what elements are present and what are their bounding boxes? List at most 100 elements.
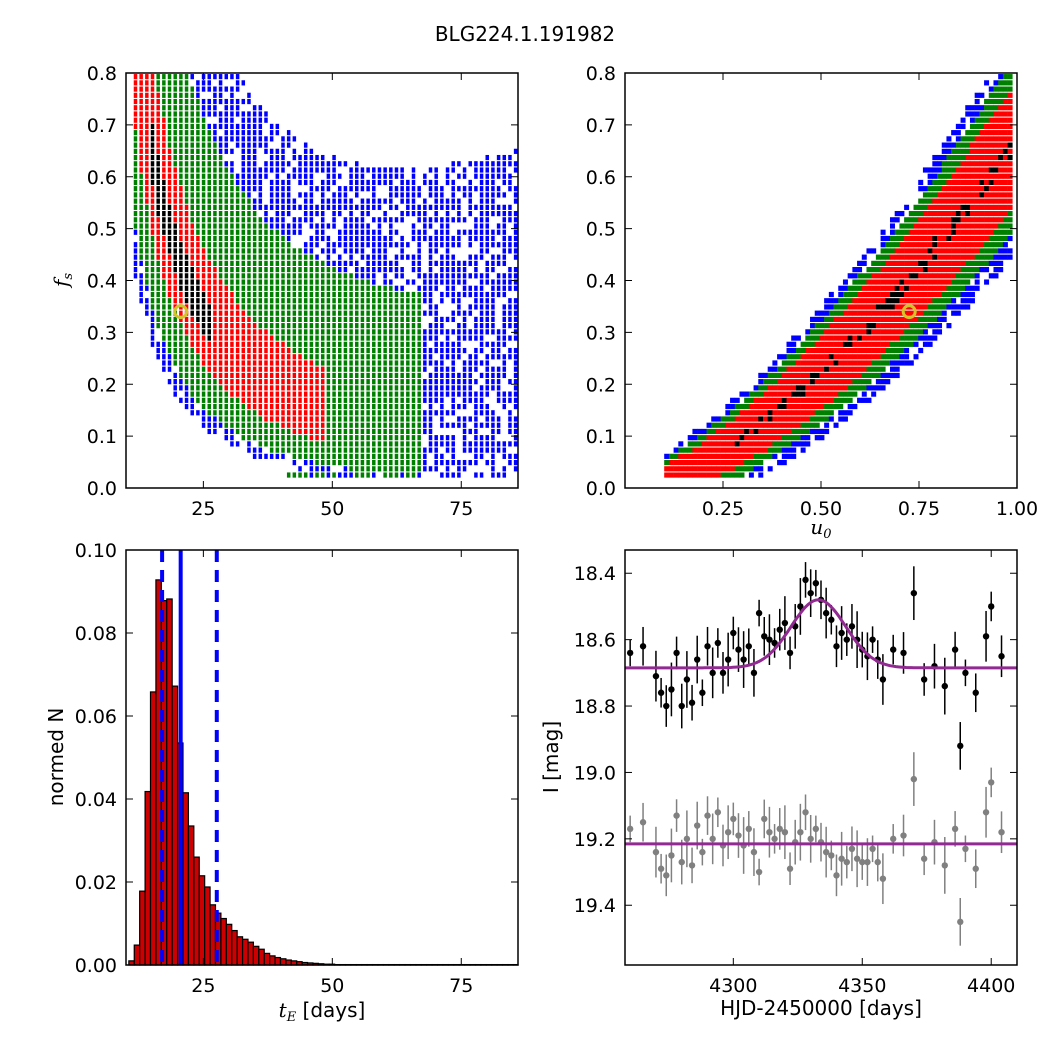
heatmap-cell [275,186,280,192]
heatmap-cell [309,186,314,192]
heatmap-cell [315,242,319,248]
heatmap-cell [190,285,194,291]
best-fit-marker [173,304,189,320]
heatmap-cell [275,428,280,435]
heatmap-cell [960,279,966,285]
heatmap-cell [224,416,229,422]
heatmap-cell [173,86,177,92]
heatmap-cell [349,323,353,329]
heatmap-cell [366,397,370,403]
heatmap-cell [428,273,433,279]
heatmap-cell [828,335,834,341]
heatmap-cell [758,410,764,416]
heatmap-cell [252,403,257,410]
heatmap-cell [479,472,484,478]
heatmap-cell [156,279,160,285]
heatmap-cell [184,329,189,335]
heatmap-cell [753,428,759,435]
heatmap-cell [485,435,490,441]
heatmap-cell [1002,161,1008,167]
heatmap-cell [678,466,684,472]
heatmap-cell [179,354,183,360]
heatmap-cell [201,192,206,198]
heatmap-cell [800,416,806,422]
heatmap-cell [235,335,240,341]
heatmap-cell [400,453,404,459]
heatmap-cell [734,403,740,410]
heatmap-cell [932,254,938,260]
heatmap-cell [842,360,848,366]
heatmap-cell [451,422,455,428]
heatmap-cell [795,410,801,416]
heatmap-cell [213,179,217,186]
heatmap-cell [258,267,263,273]
heatmap-cell [434,316,438,323]
heatmap-cell [781,441,787,447]
heatmap-cell [457,323,461,329]
heatmap-cell [150,92,155,98]
heatmap-cell [998,92,1004,98]
heatmap-cell [847,347,853,354]
heatmap-cell [201,341,206,347]
heatmap-cell [800,428,806,435]
heatmap-cell [451,285,455,291]
heatmap-cell [281,310,285,316]
heatmap-cell [875,341,881,347]
heatmap-cell [502,192,507,198]
heatmap-cell [275,279,280,285]
heatmap-cell [889,279,895,285]
heatmap-cell [805,329,811,335]
heatmap-cell [468,235,472,242]
heatmap-cell [337,229,342,235]
heatmap-cell [979,148,985,154]
heatmap-cell [889,235,895,242]
heatmap-cell [167,360,172,366]
heatmap-cell [326,441,331,447]
heatmap-cell [303,435,308,441]
data-point [920,676,928,683]
heatmap-cell [315,229,319,235]
heatmap-cell [772,453,778,459]
heatmap-cell [179,329,183,335]
heatmap-cell [838,291,844,298]
heatmap-cell [196,347,200,354]
heatmap-cell [932,291,938,298]
heatmap-cell [417,416,421,422]
heatmap-cell [224,360,229,366]
heatmap-cell [744,435,750,441]
heatmap-cell [167,273,172,279]
heatmap-cell [937,267,943,273]
heatmap-cell [730,453,736,459]
heatmap-cell [434,323,438,329]
heatmap-cell [389,285,393,291]
heatmap-cell [394,298,399,304]
heatmap-cell [474,260,478,266]
heatmap-cell [372,459,376,466]
heatmap-cell [955,310,961,316]
heatmap-cell [173,136,177,142]
heatmap-cell [795,403,801,410]
heatmap-cell [213,428,217,435]
heatmap-cell [252,435,257,441]
heatmap-cell [969,298,975,304]
heatmap-cell [349,179,353,186]
heatmap-cell [400,335,404,341]
data-point [802,809,809,816]
heatmap-cell [241,397,246,403]
heatmap-cell [383,254,387,260]
heatmap-cell [281,223,285,229]
heatmap-cell [139,254,143,260]
heatmap-cell [861,360,867,366]
heatmap-cell [315,360,319,366]
heatmap-cell [150,304,155,310]
heatmap-cell [899,285,905,291]
heatmap-cell [960,117,966,123]
heatmap-cell [753,397,759,403]
heatmap-cell [366,459,370,466]
heatmap-cell [150,154,155,161]
heatmap-cell [303,416,308,422]
heatmap-cell [337,279,342,285]
heatmap-cell [355,167,359,173]
heatmap-cell [474,360,478,366]
heatmap-cell [894,304,900,310]
